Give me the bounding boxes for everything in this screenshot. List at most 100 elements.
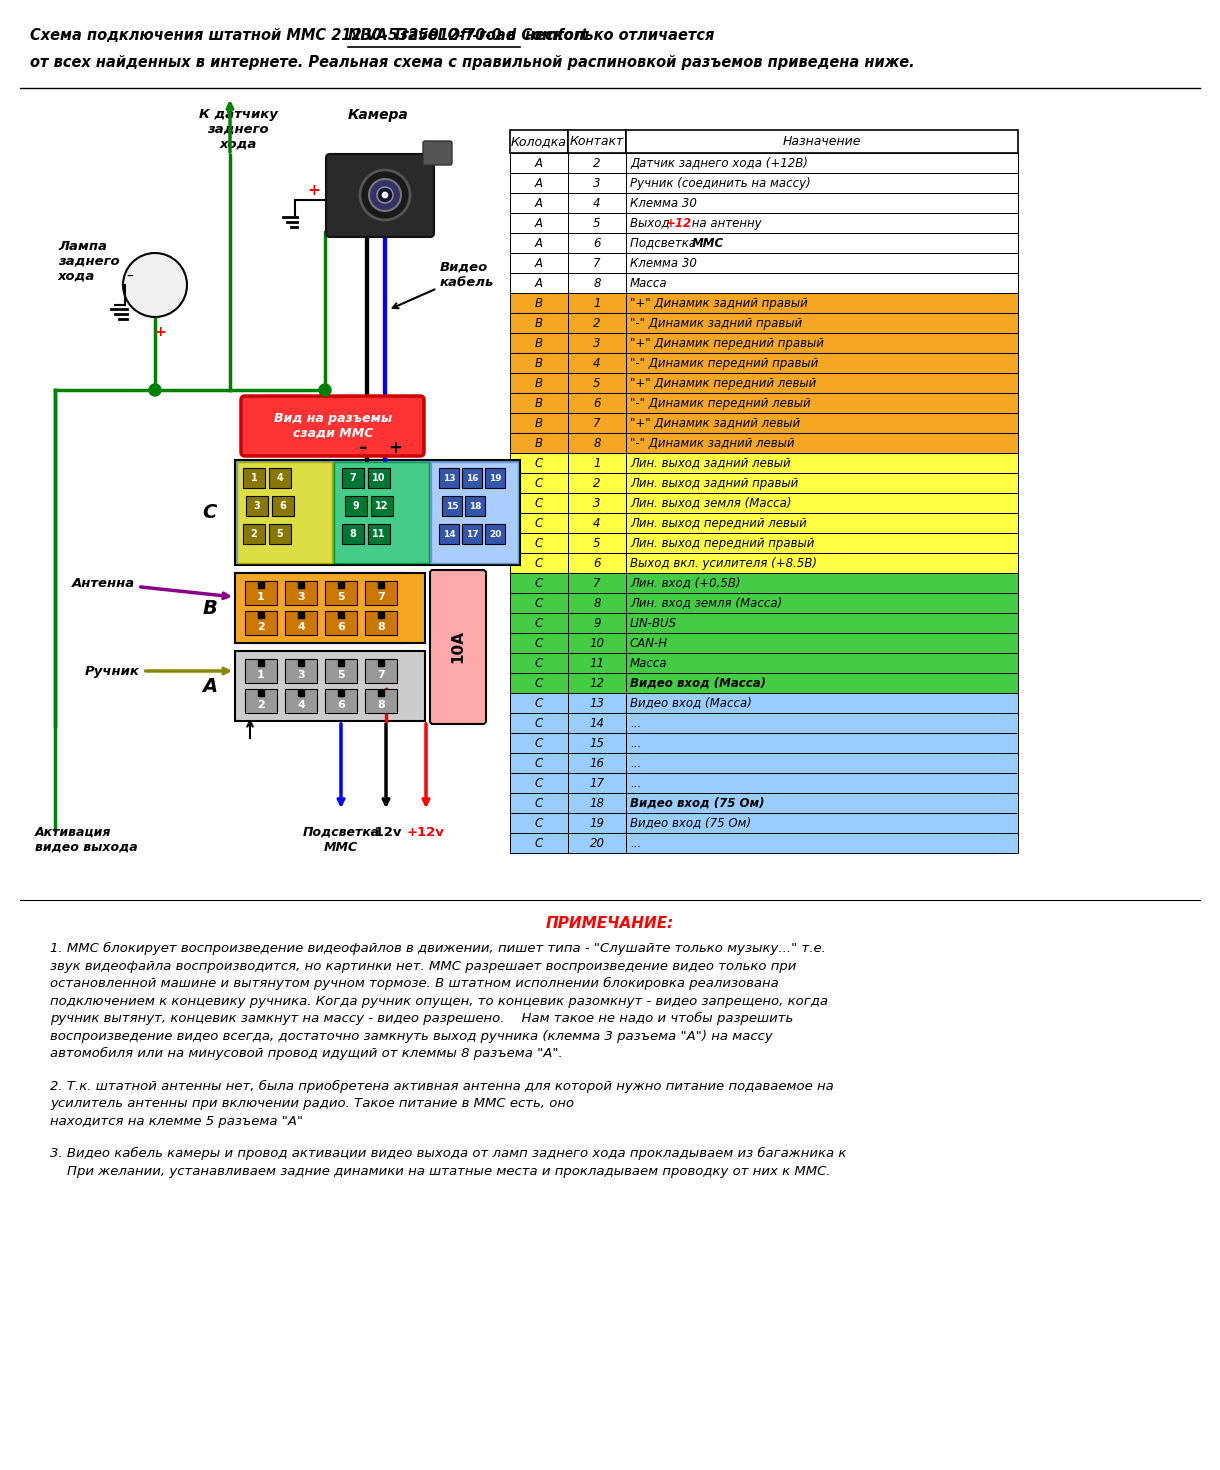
Text: 8: 8 [593, 437, 600, 450]
FancyBboxPatch shape [569, 653, 626, 673]
FancyBboxPatch shape [510, 213, 569, 234]
FancyBboxPatch shape [626, 792, 1017, 813]
Text: 4: 4 [296, 622, 305, 632]
Text: 7: 7 [377, 670, 384, 681]
FancyBboxPatch shape [442, 495, 462, 516]
Text: 4: 4 [296, 700, 305, 710]
Text: 4: 4 [593, 197, 600, 210]
FancyBboxPatch shape [510, 234, 569, 253]
FancyBboxPatch shape [510, 334, 569, 353]
FancyBboxPatch shape [626, 293, 1017, 313]
Text: 10: 10 [372, 473, 386, 484]
Text: 7: 7 [593, 256, 600, 269]
FancyBboxPatch shape [626, 534, 1017, 553]
Text: 5: 5 [337, 592, 345, 603]
FancyBboxPatch shape [486, 523, 505, 544]
Text: C: C [534, 537, 543, 550]
FancyBboxPatch shape [569, 413, 626, 434]
FancyBboxPatch shape [510, 492, 569, 513]
Text: +: + [388, 440, 401, 457]
Text: Активация
видео выхода: Активация видео выхода [35, 826, 138, 854]
Text: 20: 20 [489, 529, 501, 538]
Text: B: B [536, 397, 543, 410]
Text: 2: 2 [593, 156, 600, 169]
FancyBboxPatch shape [626, 334, 1017, 353]
FancyBboxPatch shape [462, 523, 482, 544]
Text: Вид на разъемы
сзади ММС: Вид на разъемы сзади ММС [274, 412, 392, 440]
Text: NIVA Travel Off-road Comfort: NIVA Travel Off-road Comfort [348, 28, 588, 43]
Text: 2: 2 [257, 700, 265, 710]
Text: 6: 6 [337, 622, 345, 632]
Text: –: – [357, 440, 366, 457]
FancyBboxPatch shape [626, 253, 1017, 273]
Circle shape [377, 187, 393, 203]
Text: CAN-H: CAN-H [630, 637, 669, 650]
FancyBboxPatch shape [510, 513, 569, 534]
FancyBboxPatch shape [510, 473, 569, 492]
FancyBboxPatch shape [235, 573, 425, 642]
Text: 1: 1 [257, 592, 265, 603]
FancyBboxPatch shape [245, 581, 277, 606]
FancyBboxPatch shape [510, 413, 569, 434]
Circle shape [318, 384, 331, 395]
FancyBboxPatch shape [510, 253, 569, 273]
Text: +12: +12 [666, 216, 692, 229]
FancyBboxPatch shape [569, 129, 626, 153]
Text: 3: 3 [593, 176, 600, 190]
Text: Подсветка
ММС: Подсветка ММС [303, 826, 379, 854]
Text: 12: 12 [376, 501, 389, 512]
Text: Видео
кабель: Видео кабель [393, 262, 494, 309]
Text: B: B [536, 316, 543, 329]
FancyBboxPatch shape [368, 523, 390, 544]
FancyBboxPatch shape [272, 495, 294, 516]
FancyBboxPatch shape [510, 173, 569, 193]
FancyBboxPatch shape [569, 173, 626, 193]
FancyBboxPatch shape [465, 495, 486, 516]
FancyBboxPatch shape [510, 153, 569, 173]
Text: C: C [534, 736, 543, 750]
FancyBboxPatch shape [510, 673, 569, 692]
FancyBboxPatch shape [626, 553, 1017, 573]
Text: C: C [534, 616, 543, 629]
FancyBboxPatch shape [246, 495, 268, 516]
FancyBboxPatch shape [285, 659, 317, 684]
FancyBboxPatch shape [569, 792, 626, 813]
Text: –: – [127, 270, 133, 284]
Text: ...: ... [630, 836, 642, 850]
Text: 7: 7 [593, 576, 600, 589]
Text: Схема подключения штатной ММС 21230-5325012-70-0 в: Схема подключения штатной ММС 21230-5325… [30, 28, 521, 43]
FancyBboxPatch shape [510, 613, 569, 634]
Text: 1: 1 [593, 457, 600, 469]
Text: 3: 3 [298, 592, 305, 603]
Text: C: C [534, 476, 543, 490]
FancyBboxPatch shape [626, 453, 1017, 473]
Text: Ручник (соединить на массу): Ручник (соединить на массу) [630, 176, 811, 190]
Text: 1: 1 [250, 473, 257, 484]
Text: 2: 2 [593, 316, 600, 329]
FancyBboxPatch shape [626, 492, 1017, 513]
Text: 10: 10 [589, 637, 604, 650]
Text: A: A [536, 256, 543, 269]
FancyBboxPatch shape [626, 353, 1017, 373]
Text: 5: 5 [593, 216, 600, 229]
Text: "-" Динамик задний левый: "-" Динамик задний левый [630, 437, 794, 450]
Circle shape [123, 253, 187, 318]
Text: +12v: +12v [407, 826, 445, 839]
FancyBboxPatch shape [626, 813, 1017, 833]
Text: -12v: -12v [370, 826, 403, 839]
Text: 4: 4 [593, 516, 600, 529]
FancyBboxPatch shape [510, 392, 569, 413]
Text: 8: 8 [593, 276, 600, 290]
Text: 19: 19 [489, 473, 501, 482]
Text: 20: 20 [589, 836, 604, 850]
Text: Антенна: Антенна [72, 576, 228, 598]
FancyBboxPatch shape [569, 534, 626, 553]
Text: A: A [536, 156, 543, 169]
FancyBboxPatch shape [569, 753, 626, 773]
FancyBboxPatch shape [626, 513, 1017, 534]
Text: 7: 7 [593, 416, 600, 429]
Text: "+" Динамик передний правый: "+" Динамик передний правый [630, 337, 824, 350]
FancyBboxPatch shape [486, 467, 505, 488]
FancyBboxPatch shape [626, 153, 1017, 173]
Text: 6: 6 [593, 397, 600, 410]
